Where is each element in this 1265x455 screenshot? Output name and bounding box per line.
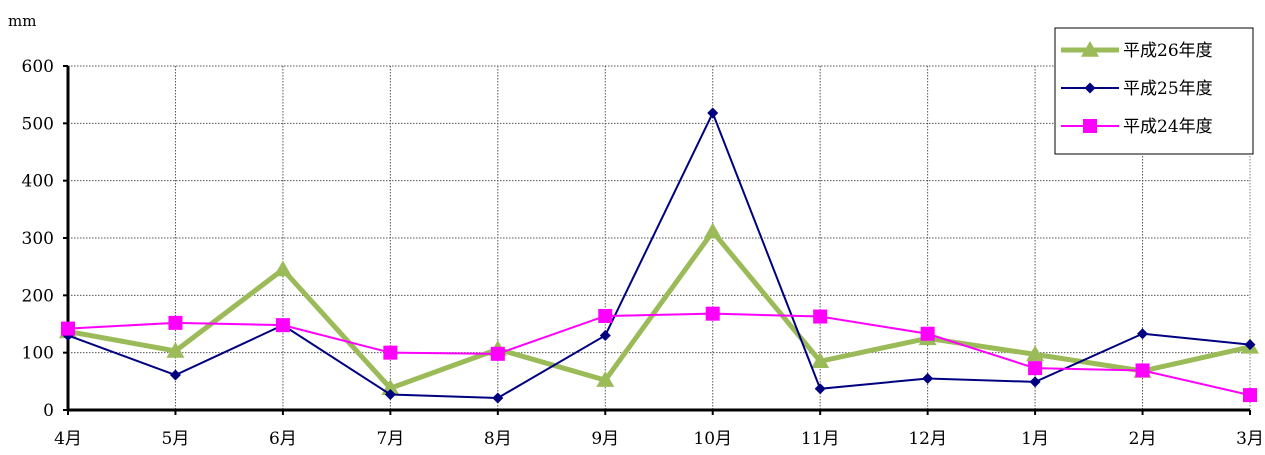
data-point [384,389,396,401]
data-point [814,383,826,395]
data-point [168,315,183,330]
data-point [920,326,935,341]
x-tick-label: 12月 [908,429,947,449]
data-point [811,352,830,369]
y-tick-label: 0 [43,401,54,421]
grid [67,65,1251,411]
x-tick-label: 1月 [1021,429,1049,449]
legend-swatch-marker [1081,41,1099,57]
data-point [705,306,720,321]
legend-label: 平成24年度 [1123,117,1213,137]
series-line [67,312,1251,397]
data-point [273,260,292,277]
x-tick-label: 3月 [1236,429,1264,449]
legend-label: 平成26年度 [1123,41,1213,61]
y-axis-unit-label: mm [8,12,36,30]
y-tick-label: 100 [22,344,54,364]
data-point [490,346,505,361]
legend-item: 平成26年度 [1061,41,1213,61]
x-tick-label: 6月 [269,429,297,449]
x-tick-label: 5月 [162,429,190,449]
data-point [1026,345,1045,362]
series [59,107,1259,404]
axes: 0 100 200 300 400 500 600 4月 5月 6月 7月 8月 9月 10月 11月 12月… [22,57,1264,449]
data-point [61,321,75,336]
legend-swatch-marker [1084,82,1096,94]
data-point [922,372,934,384]
data-point [1029,376,1041,388]
data-point [707,107,719,119]
data-point [813,309,828,324]
y-tick-label: 200 [22,286,54,306]
legend-item: 平成24年度 [1061,117,1213,137]
x-tick-label: 8月 [484,429,512,449]
series-line [67,110,1251,399]
x-tick-label: 9月 [591,429,619,449]
data-point [1137,328,1149,340]
data-point [169,369,181,381]
y-tick-label: 500 [22,114,54,134]
legend-item: 平成25年度 [1061,79,1213,99]
data-point [1244,339,1256,351]
series-2 [61,306,1257,403]
data-point [1243,388,1257,403]
legend-swatch-marker [1083,119,1097,133]
x-tick-label: 11月 [801,429,840,449]
data-point [383,345,398,360]
data-point [1135,363,1150,378]
series-line [67,227,1251,392]
x-tick-label: 4月 [54,429,82,449]
legend-label: 平成25年度 [1123,79,1213,99]
y-tick-label: 400 [22,172,54,192]
y-tick-label: 600 [22,57,54,77]
data-point [598,308,613,323]
x-tick-label: 2月 [1129,429,1157,449]
x-tick-label: 10月 [693,429,732,449]
x-tick-label: 7月 [376,429,404,449]
data-point [492,392,504,404]
data-point [275,318,290,333]
data-point [166,341,185,358]
data-point [599,329,611,341]
y-tick-label: 300 [22,229,54,249]
data-point [703,222,722,239]
data-point [596,371,615,387]
data-point [1028,361,1043,376]
